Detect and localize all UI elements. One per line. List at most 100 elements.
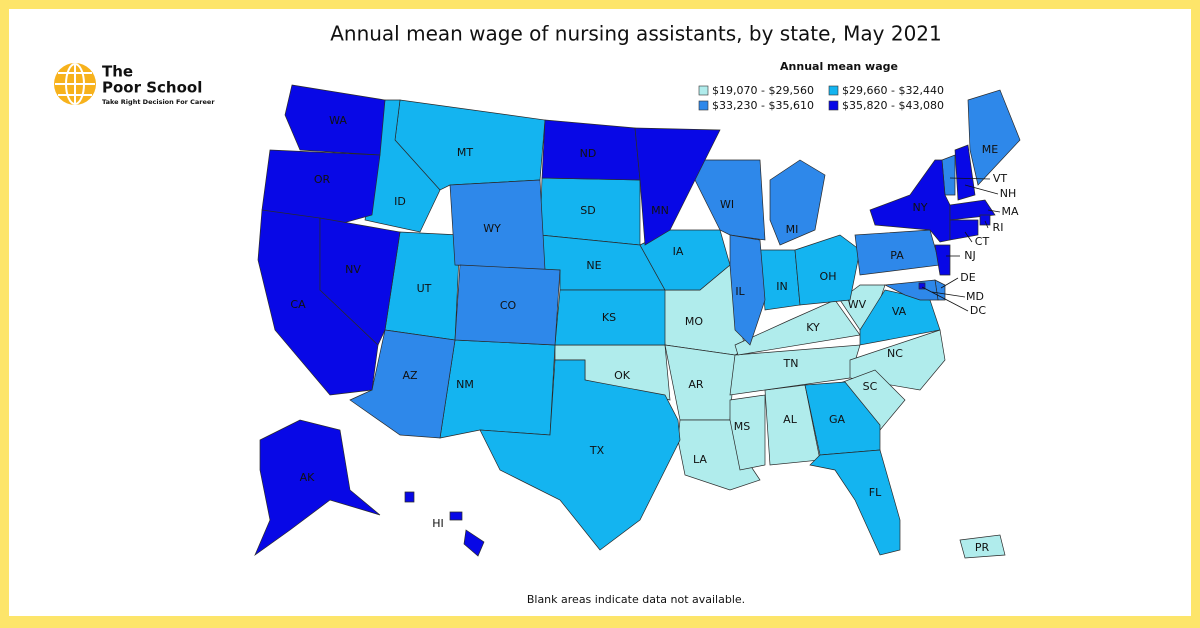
state-region (479, 359, 681, 551)
state-label: MO (685, 315, 703, 328)
state-label: NE (586, 259, 601, 272)
logo: The Poor School Take Right Decision For … (54, 63, 215, 106)
state-label: ND (580, 147, 597, 160)
state-label: MI (786, 223, 799, 236)
legend-title: Annual mean wage (780, 60, 898, 73)
state-label: NM (456, 378, 474, 391)
state-label: ID (394, 195, 406, 208)
state-region (959, 534, 1006, 559)
leader-line (931, 291, 966, 298)
state-label: CO (500, 299, 517, 312)
state-region (729, 234, 766, 346)
state-label: WA (329, 114, 347, 127)
state-label: PR (975, 541, 990, 554)
legend-swatch (698, 85, 709, 96)
state-label: PA (890, 249, 904, 262)
logo-tagline: Take Right Decision For Career (102, 98, 215, 106)
state-label: NC (887, 347, 903, 360)
title: Annual mean wage of nursing assistants, … (330, 22, 942, 46)
state-label: DE (960, 271, 975, 284)
state-label: CT (975, 235, 990, 248)
state-region (319, 217, 401, 346)
state-label: DC (970, 304, 986, 317)
state-region (404, 491, 485, 557)
state-region (284, 84, 386, 156)
logo-name: Poor School (102, 79, 202, 97)
state-label: LA (693, 453, 707, 466)
state-label: MS (734, 420, 750, 433)
state-region (254, 419, 381, 557)
state-label: MD (966, 290, 984, 303)
states: MO OK AR LA MS AL TN KY WV NC SC PR MT ID UT NM TX SD NE KS… (254, 84, 1021, 559)
leader-line (964, 184, 999, 195)
legend-label: $33,230 - $35,610 (712, 99, 814, 112)
state-region (839, 284, 886, 331)
state-region (949, 219, 979, 241)
state-label: NH (1000, 187, 1017, 200)
state-label: OR (314, 173, 331, 186)
legend-label: $19,070 - $29,560 (712, 84, 814, 97)
state-label: IL (735, 285, 745, 298)
state-label: NY (913, 201, 928, 214)
state-region (634, 127, 721, 246)
state-label: UT (417, 282, 432, 295)
state-label: RI (993, 221, 1004, 234)
state-label: MT (457, 146, 473, 159)
state-label: AZ (402, 369, 418, 382)
leader-line (964, 231, 973, 243)
state-label: SC (863, 380, 878, 393)
state-label: AL (783, 413, 798, 426)
leader-line (984, 220, 989, 229)
state-label: FL (869, 486, 882, 499)
state-label: WY (483, 222, 501, 235)
state-region (967, 89, 1021, 186)
state-region (554, 289, 666, 346)
state-region (729, 394, 766, 471)
state-label: MN (651, 204, 669, 217)
state-region (934, 244, 951, 276)
state-region (979, 214, 991, 226)
state-label: ME (982, 143, 998, 156)
state-label: VA (892, 305, 907, 318)
state-region (859, 289, 941, 346)
state-label: NV (345, 263, 361, 276)
state-label: TN (783, 357, 799, 370)
state-region (809, 449, 901, 556)
logo-name: The (102, 63, 133, 81)
state-region (769, 159, 826, 246)
leader-line (987, 209, 1001, 213)
leader-line (921, 286, 969, 312)
state-label: HI (432, 517, 444, 530)
state-label: SD (580, 204, 595, 217)
state-label: WI (720, 198, 734, 211)
state-region (729, 344, 861, 396)
legend-label: $35,820 - $43,080 (842, 99, 944, 112)
leader-line (949, 177, 991, 180)
state-label: AR (688, 378, 704, 391)
state-label: IA (673, 245, 684, 258)
state-label: IN (776, 280, 787, 293)
state-region (804, 381, 881, 456)
legend-swatch (698, 100, 709, 111)
state-label: TX (589, 444, 605, 457)
legend-swatch (828, 85, 839, 96)
state-label: AK (300, 471, 316, 484)
legend-label: $29,660 - $32,440 (842, 84, 944, 97)
state-label: WV (848, 298, 867, 311)
state-label: VT (993, 172, 1008, 185)
leader-line (940, 277, 959, 289)
state-region (454, 264, 561, 346)
state-region (794, 234, 861, 306)
state-label: NJ (964, 249, 975, 262)
state-label: KY (806, 321, 820, 334)
legend-swatch (828, 100, 839, 111)
state-label: GA (829, 413, 846, 426)
state-label: KS (602, 311, 616, 324)
state-label: OK (614, 369, 631, 382)
logo-globe-lines (55, 63, 95, 105)
state-region (734, 299, 861, 356)
state-label: CA (290, 298, 306, 311)
state-label: OH (820, 270, 837, 283)
